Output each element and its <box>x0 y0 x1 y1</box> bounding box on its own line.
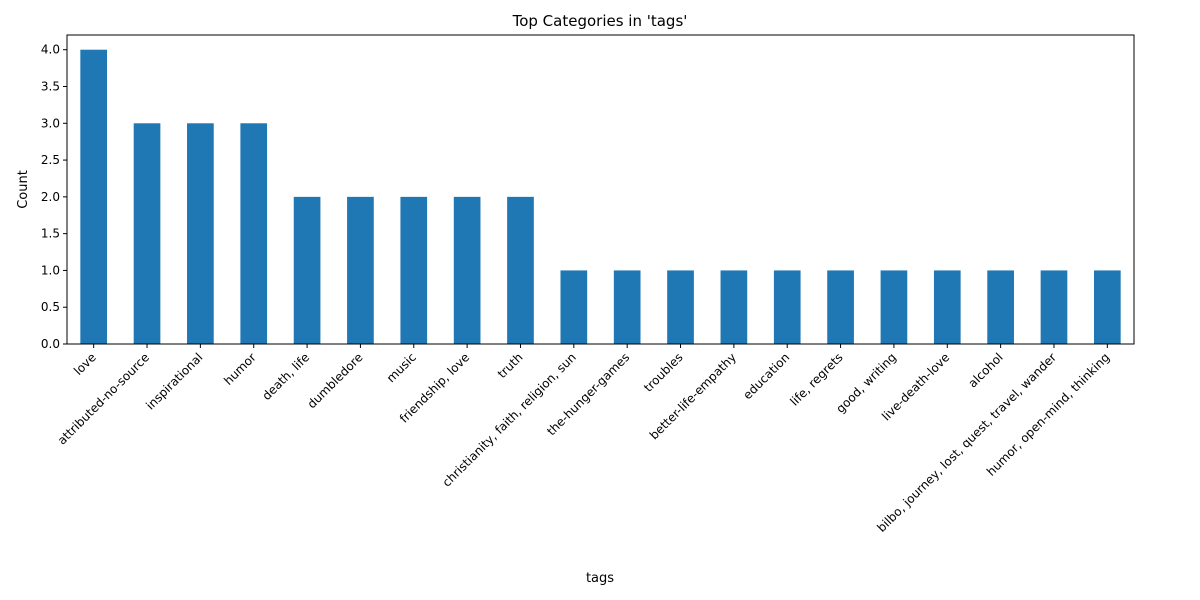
y-tick-label-3: 1.5 <box>41 227 60 241</box>
y-tick-label-4: 2.0 <box>41 190 60 204</box>
y-tick-label-6: 3.0 <box>41 116 60 130</box>
bar-13 <box>773 270 801 344</box>
x-tick-label-2: inspirational <box>143 350 205 412</box>
x-tick-label-18: bilbo, journey, lost, quest, travel, wan… <box>874 350 1059 535</box>
x-tick-label-3: humor <box>221 350 259 388</box>
x-tick-label-5: dumbledore <box>305 350 366 411</box>
y-axis-label: Count <box>16 170 31 209</box>
chart-title: Top Categories in 'tags' <box>512 12 688 30</box>
bar-16 <box>933 270 961 344</box>
bar-18 <box>1040 270 1068 344</box>
x-tick-label-6: music <box>384 350 419 385</box>
bar-8 <box>507 196 534 344</box>
y-axis: 0.0 0.5 1.0 1.5 2.0 2.5 3.0 3.5 4.0 <box>41 43 67 351</box>
plot-area <box>66 34 1135 345</box>
bar-7 <box>453 196 481 344</box>
bar-17 <box>987 270 1014 344</box>
bar-15 <box>880 270 908 344</box>
x-tick-label-13: education <box>740 350 792 402</box>
x-axis-label: tags <box>586 571 614 586</box>
y-tick-label-1: 0.5 <box>41 300 60 314</box>
bar-9 <box>560 270 588 344</box>
bar-19 <box>1093 270 1121 344</box>
x-tick-label-0: love <box>71 350 99 378</box>
x-tick-label-17: alcohol <box>965 350 1005 390</box>
bar-2 <box>187 123 214 344</box>
y-tick-label-2: 1.0 <box>41 263 60 277</box>
y-tick-label-0: 0.0 <box>41 337 60 351</box>
bar-1 <box>133 123 161 344</box>
bar-4 <box>293 196 321 344</box>
bar-6 <box>400 196 428 344</box>
x-tick-label-14: life, regrets <box>787 350 845 408</box>
plot-frame <box>66 34 1135 345</box>
bar-0 <box>80 49 108 345</box>
y-tick-label-5: 2.5 <box>41 153 60 167</box>
y-tick-label-7: 3.5 <box>41 80 60 94</box>
bar-14 <box>827 270 854 344</box>
bar-11 <box>667 270 694 344</box>
bar-10 <box>613 270 641 344</box>
x-tick-label-8: truth <box>495 350 526 381</box>
x-tick-label-1: attributed-no-source <box>55 350 152 447</box>
y-tick-label-8: 4.0 <box>41 43 60 57</box>
x-tick-label-11: troubles <box>641 350 685 394</box>
bar-12 <box>720 270 748 344</box>
bar-5 <box>347 196 374 344</box>
x-tick-label-4: death, life <box>259 350 312 403</box>
bar-3 <box>240 123 268 344</box>
